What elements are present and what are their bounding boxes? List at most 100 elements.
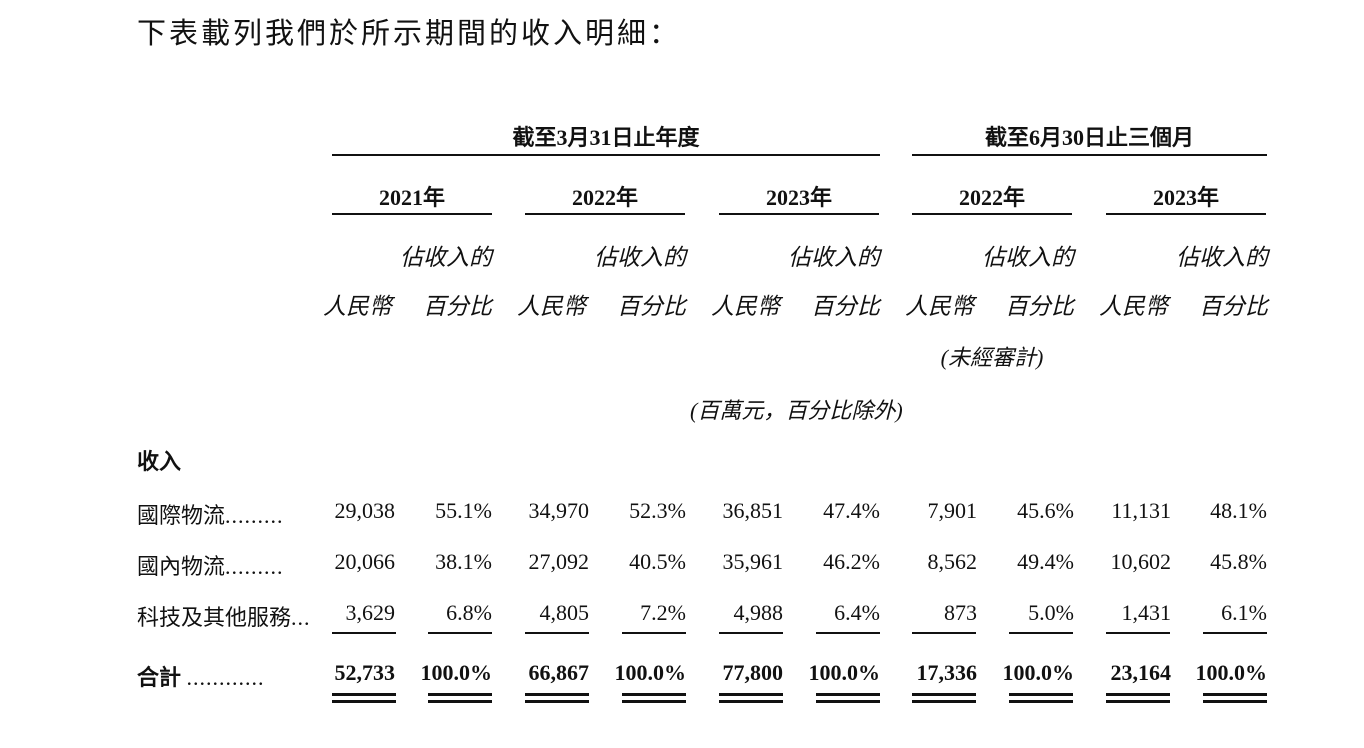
subtotal-rule: [622, 632, 686, 634]
pct-header-line2: 百分比: [1199, 294, 1268, 319]
total-double-rule: [1009, 693, 1073, 703]
table-cell: 20,066: [334, 549, 396, 574]
table-cell: 6.8%: [446, 600, 492, 625]
total-double-rule: [622, 693, 686, 703]
year-underline: [525, 213, 685, 215]
pct-header-line2: 百分比: [1005, 294, 1074, 319]
rmb-header: 人民幣: [323, 294, 392, 319]
row-leader: .........: [225, 554, 284, 579]
year-underline: [912, 213, 1072, 215]
pct-header-line1: 佔收入的: [594, 245, 686, 270]
group-underline-annual: [332, 154, 880, 156]
rmb-header: 人民幣: [905, 294, 974, 319]
row-label-text: 科技及其他服務: [137, 605, 292, 630]
total-double-rule: [525, 693, 589, 703]
row-label: 科技及其他服務...: [137, 600, 311, 632]
total-double-rule: [332, 693, 396, 703]
subtotal-rule: [525, 632, 589, 634]
pct-header-line2: 百分比: [617, 294, 686, 319]
year-underline: [332, 213, 492, 215]
total-cell: 100.0%: [808, 660, 881, 685]
table-cell: 46.2%: [823, 549, 880, 574]
group-underline-quarter: [912, 154, 1267, 156]
table-cell: 7.2%: [640, 600, 686, 625]
row-label-text: 國際物流: [137, 503, 226, 528]
intro-text: 下表載列我們於所示期間的收入明細：: [137, 18, 682, 50]
year-header: 2022年: [571, 185, 638, 210]
total-cell: 77,800: [722, 660, 784, 685]
rmb-header: 人民幣: [517, 294, 586, 319]
subtotal-rule: [332, 632, 396, 634]
total-label: 合計 ............: [137, 660, 265, 692]
section-title: 收入: [137, 449, 182, 474]
year-underline: [719, 213, 879, 215]
table-cell: 52.3%: [629, 498, 686, 523]
table-cell: 47.4%: [823, 498, 880, 523]
table-cell: 49.4%: [1017, 549, 1074, 574]
row-label: 國內物流.........: [137, 549, 284, 581]
table-cell: 35,961: [722, 549, 784, 574]
pct-header-line1: 佔收入的: [982, 245, 1074, 270]
pct-header-line2: 百分比: [811, 294, 880, 319]
total-cell: 100.0%: [1002, 660, 1075, 685]
table-cell: 873: [944, 600, 977, 625]
table-cell: 45.6%: [1017, 498, 1074, 523]
pct-header-line2: 百分比: [423, 294, 492, 319]
table-cell: 6.4%: [834, 600, 880, 625]
table-cell: 3,629: [345, 600, 396, 625]
total-cell: 17,336: [916, 660, 978, 685]
row-label-text: 國內物流: [137, 554, 226, 579]
total-label-text: 合計: [137, 665, 182, 690]
total-double-rule: [912, 693, 976, 703]
total-double-rule: [719, 693, 783, 703]
table-cell: 1,431: [1121, 600, 1172, 625]
year-header: 2023年: [1152, 185, 1219, 210]
total-cell: 100.0%: [1195, 660, 1268, 685]
row-leader: ...: [291, 605, 311, 630]
total-double-rule: [816, 693, 880, 703]
table-cell: 4,988: [733, 600, 784, 625]
table-cell: 4,805: [539, 600, 590, 625]
table-cell: 36,851: [722, 498, 784, 523]
row-label: 國際物流.........: [137, 498, 284, 530]
total-cell: 66,867: [528, 660, 590, 685]
table-cell: 40.5%: [629, 549, 686, 574]
group-header-annual: 截至3月31日止年度: [512, 125, 700, 150]
table-cell: 34,970: [528, 498, 590, 523]
table-cell: 55.1%: [435, 498, 492, 523]
subtotal-rule: [428, 632, 492, 634]
total-cell: 52,733: [334, 660, 396, 685]
total-double-rule: [428, 693, 492, 703]
table-cell: 6.1%: [1221, 600, 1267, 625]
subtotal-rule: [1009, 632, 1073, 634]
table-cell: 29,038: [334, 498, 396, 523]
total-cell: 100.0%: [614, 660, 687, 685]
table-cell: 38.1%: [435, 549, 492, 574]
table-cell: 11,131: [1111, 498, 1171, 523]
group-header-quarter: 截至6月30日止三個月: [984, 125, 1194, 150]
table-cell: 48.1%: [1210, 498, 1267, 523]
subtotal-rule: [719, 632, 783, 634]
year-header: 2021年: [378, 185, 445, 210]
total-leader: ............: [186, 665, 265, 690]
table-cell: 7,901: [927, 498, 978, 523]
pct-header-line1: 佔收入的: [788, 245, 880, 270]
table-cell: 10,602: [1110, 549, 1172, 574]
subtotal-rule: [912, 632, 976, 634]
pct-header-line1: 佔收入的: [1176, 245, 1268, 270]
unit-note: (百萬元，百分比除外): [690, 398, 903, 423]
table-cell: 45.8%: [1210, 549, 1267, 574]
year-header: 2022年: [958, 185, 1025, 210]
year-underline: [1106, 213, 1266, 215]
total-cell: 100.0%: [420, 660, 493, 685]
row-leader: .........: [225, 503, 284, 528]
subtotal-rule: [816, 632, 880, 634]
rmb-header: 人民幣: [1099, 294, 1168, 319]
total-cell: 23,164: [1110, 660, 1172, 685]
subtotal-rule: [1203, 632, 1267, 634]
total-double-rule: [1203, 693, 1267, 703]
total-double-rule: [1106, 693, 1170, 703]
table-cell: 5.0%: [1028, 600, 1074, 625]
table-cell: 8,562: [927, 549, 978, 574]
rmb-header: 人民幣: [711, 294, 780, 319]
